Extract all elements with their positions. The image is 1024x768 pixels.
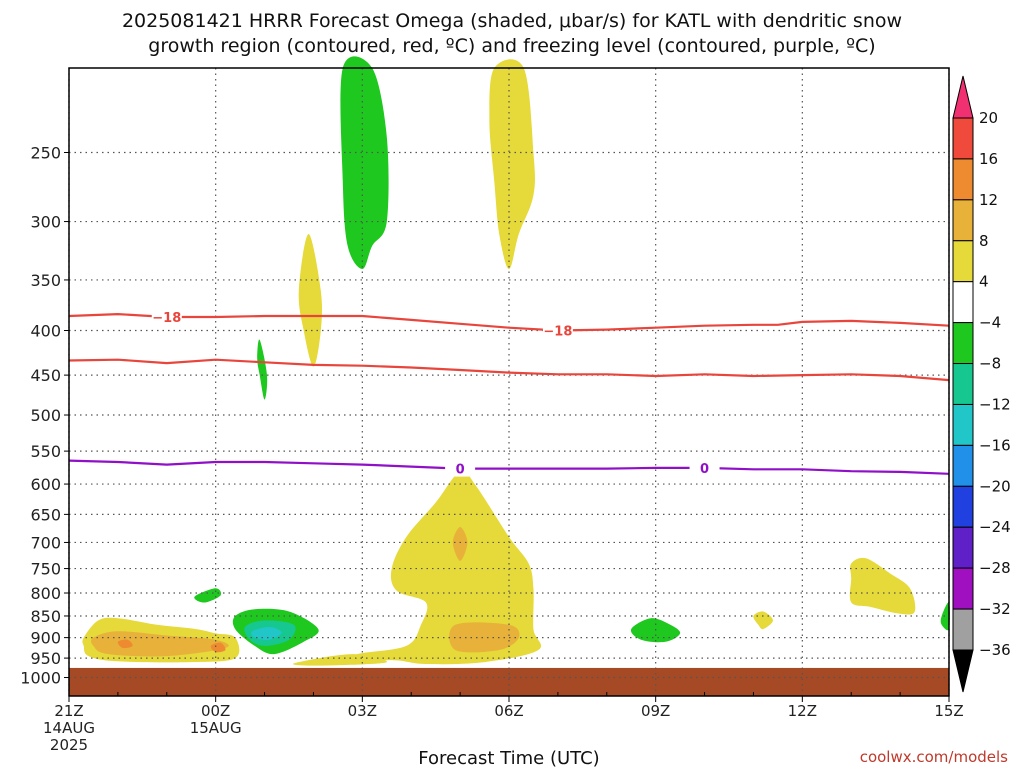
omega-yellow-mid — [298, 234, 323, 367]
colorbar-label: −20 — [979, 477, 1011, 495]
y-axis-ticks: 250 300 350 400 450 500 550 600 650 700 750 800 850 9… — [20, 144, 69, 688]
colorbar-bin — [952, 526, 974, 569]
x-tick-label: 21Z — [54, 702, 83, 720]
colorbar: 20 16 12 8 4 −4 −8 −12 −16 −20 −24 −28 −32 −36 — [952, 75, 1011, 693]
credit-link[interactable]: coolwx.com/models — [860, 748, 1008, 766]
x-tick-label: 15AUG — [190, 719, 242, 737]
colorbar-top-arrow — [952, 75, 974, 119]
colorbar-label: −28 — [979, 559, 1011, 577]
colorbar-label: 20 — [979, 109, 998, 127]
colorbar-bin — [952, 117, 974, 160]
colorbar-label: −36 — [979, 641, 1011, 659]
contour-lines: −18 −18 0 0 — [68, 309, 950, 478]
colorbar-label: −12 — [979, 395, 1011, 413]
x-tick-label: 00Z — [201, 702, 230, 720]
colorbar-label: −4 — [979, 314, 1001, 332]
contour-label-bg — [151, 309, 182, 326]
y-tick-label: 400 — [30, 322, 61, 341]
omega-green-small-left — [194, 588, 222, 603]
colorbar-bin — [952, 281, 974, 324]
contour-label-bg — [689, 459, 720, 476]
colorbar-label: 16 — [979, 150, 998, 168]
colorbar-label: 4 — [979, 273, 989, 291]
colorbar-bin — [952, 322, 974, 365]
x-tick-label: 14AUG — [43, 719, 95, 737]
omega-green-edge — [940, 602, 950, 631]
y-tick-label: 850 — [30, 607, 61, 626]
y-tick-label: 900 — [30, 629, 61, 648]
contour-label-bg — [542, 322, 573, 339]
omega-yellow-upper — [489, 59, 535, 269]
colorbar-bin — [952, 444, 974, 487]
omega-yellow-tail — [292, 654, 387, 666]
omega-red-left-1 — [117, 639, 133, 649]
x-tick-label: 15Z — [934, 702, 963, 720]
dendritic-lower-minus12-line — [68, 358, 950, 382]
chart-title-line-1: 2025081421 HRRR Forecast Omega (shaded, … — [122, 10, 902, 32]
colorbar-bin — [952, 363, 974, 405]
y-tick-label: 250 — [30, 144, 61, 163]
colorbar-label: −16 — [979, 436, 1011, 454]
omega-red-left-2 — [210, 642, 226, 653]
colorbar-bin — [952, 158, 974, 201]
omega-orange-low — [449, 622, 520, 653]
y-tick-label: 550 — [30, 442, 61, 461]
y-tick-label: 500 — [30, 406, 61, 425]
y-tick-label: 750 — [30, 560, 61, 579]
colorbar-bottom-arrow — [952, 649, 974, 693]
y-tick-label: 650 — [30, 505, 61, 524]
omega-cyan-low — [251, 626, 282, 640]
colorbar-label: 12 — [979, 191, 998, 209]
omega-green-mid — [257, 339, 268, 400]
x-tick-label: 09Z — [641, 702, 670, 720]
ground-surface — [69, 667, 949, 696]
colorbar-label: −8 — [979, 355, 1001, 373]
x-tick-label: 03Z — [348, 702, 377, 720]
grid-lines — [68, 68, 950, 696]
contour-label: −18 — [543, 325, 572, 340]
colorbar-bin — [952, 199, 974, 242]
colorbar-bin — [952, 240, 974, 283]
y-tick-label: 600 — [30, 475, 61, 494]
y-tick-label: 800 — [30, 584, 61, 603]
y-tick-label: 350 — [30, 271, 61, 290]
dendritic-upper-minus18-line — [68, 313, 950, 332]
y-tick-label: 300 — [30, 213, 61, 232]
y-tick-label: 700 — [30, 533, 61, 552]
freezing-level-0-line — [68, 459, 950, 475]
colorbar-bin — [952, 485, 974, 528]
colorbar-bin — [952, 403, 974, 446]
omega-green-upper — [340, 56, 389, 269]
y-tick-label: 950 — [30, 649, 61, 668]
x-tick-label: 2025 — [50, 736, 88, 754]
y-tick-label: 1000 — [20, 669, 61, 688]
x-tick-label: 06Z — [494, 702, 523, 720]
omega-yellow-small — [753, 611, 773, 630]
colorbar-label: 8 — [979, 232, 989, 250]
colorbar-bin — [952, 608, 974, 651]
contour-label: −18 — [152, 311, 181, 326]
omega-yellow-column — [336, 470, 542, 665]
x-tick-label: 12Z — [788, 702, 817, 720]
y-tick-label: 450 — [30, 366, 61, 385]
colorbar-label: −24 — [979, 518, 1011, 536]
omega-yellow-right — [849, 557, 916, 615]
colorbar-label: −32 — [979, 600, 1011, 618]
contour-label-bg — [445, 460, 476, 477]
chart-title-line-2: growth region (contoured, red, ºC) and f… — [148, 35, 875, 57]
omega-orange-column — [452, 527, 468, 561]
contour-label: 0 — [700, 462, 709, 477]
colorbar-bin — [952, 567, 974, 610]
x-axis-title: Forecast Time (UTC) — [418, 748, 599, 768]
contour-label: 0 — [456, 463, 465, 478]
